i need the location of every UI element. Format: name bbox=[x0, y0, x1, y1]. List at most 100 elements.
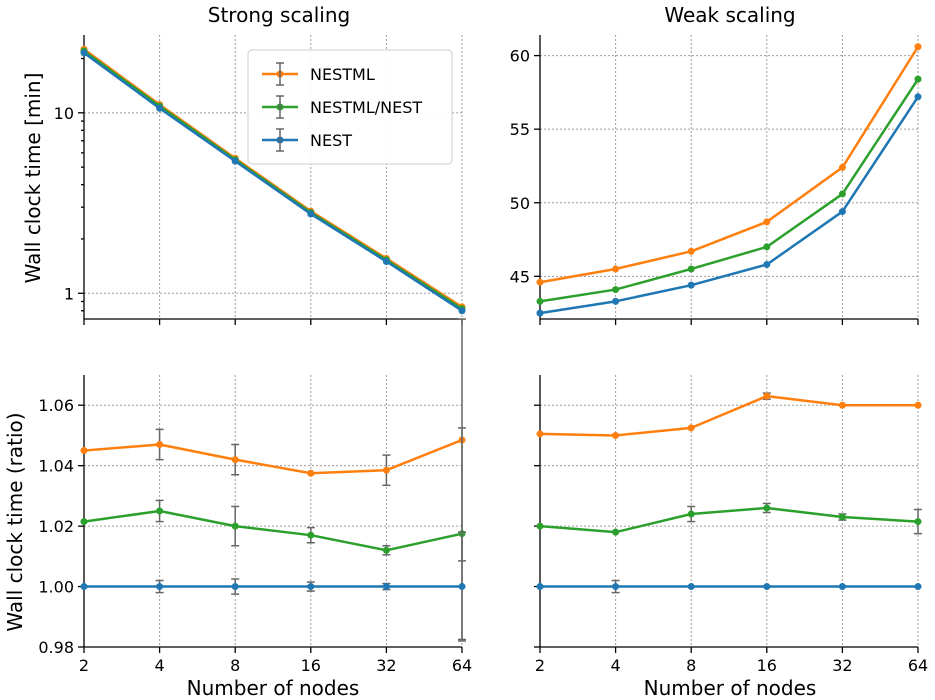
grid-layer bbox=[83, 375, 463, 648]
panel-title-strong-scaling: Strong scaling bbox=[208, 3, 350, 27]
y-tick-label: 0.98 bbox=[38, 638, 74, 657]
data-point-nestml-nest bbox=[763, 504, 771, 512]
tick-label-layer: 2 4 8 16 32 64 bbox=[535, 656, 928, 675]
data-point-nest bbox=[838, 208, 846, 216]
data-point-nestml bbox=[231, 456, 239, 464]
data-point-nestml-nest bbox=[838, 513, 846, 521]
panel-weak-ratio: Number of nodes 2 4 8 16 32 64 bbox=[534, 375, 928, 700]
x-tick-label: 2 bbox=[535, 656, 545, 675]
panel-strong-scaling: Strong scaling Wall clock time [min] 1 10… bbox=[21, 3, 466, 325]
panel-strong-ratio: Wall clock time (ratio) Number of nodes … bbox=[3, 318, 472, 700]
tick-label-layer: 1 10 bbox=[54, 104, 74, 303]
data-point-nestml-nest bbox=[687, 510, 695, 518]
data-point-nestml-nest bbox=[612, 286, 620, 294]
data-point-nestml-nest bbox=[156, 507, 164, 515]
y-axis-label-time-ratio: Wall clock time (ratio) bbox=[3, 412, 27, 631]
data-point-nest bbox=[763, 261, 771, 269]
x-tick-label: 8 bbox=[686, 656, 696, 675]
legend-label-nestml-nest: NESTML/NEST bbox=[310, 98, 422, 117]
data-point-nest bbox=[382, 583, 390, 591]
data-point-nest bbox=[914, 93, 922, 101]
y-tick-label: 10 bbox=[54, 104, 74, 123]
data-point-nestml bbox=[307, 469, 315, 477]
data-point-nestml bbox=[763, 392, 771, 400]
data-point-nest bbox=[80, 49, 88, 57]
legend-label-nestml: NESTML bbox=[310, 65, 375, 84]
x-tick-label: 16 bbox=[301, 656, 321, 675]
axis-layer bbox=[78, 375, 463, 653]
data-point-nestml bbox=[80, 447, 88, 455]
series-layer bbox=[536, 392, 922, 594]
data-point-nest bbox=[612, 583, 620, 591]
series-line-nestml bbox=[539, 46, 920, 284]
data-point-nestml bbox=[382, 466, 390, 474]
data-point-nestml-nest bbox=[763, 243, 771, 251]
legend-label-nest: NEST bbox=[310, 131, 352, 150]
data-point-nestml bbox=[914, 43, 922, 51]
x-axis-label-nodes-left: Number of nodes bbox=[187, 676, 360, 700]
data-point-nest bbox=[156, 104, 164, 112]
y-tick-label: 1.06 bbox=[38, 396, 74, 415]
data-point-nestml bbox=[838, 163, 846, 171]
tick-label-layer: 45 50 55 60 bbox=[510, 47, 530, 287]
data-point-nest bbox=[612, 297, 620, 305]
data-point-nestml bbox=[612, 431, 620, 439]
data-point-nestml bbox=[763, 218, 771, 226]
data-point-nestml bbox=[536, 278, 544, 286]
data-point-nest bbox=[687, 583, 695, 591]
x-axis-label-nodes-right: Number of nodes bbox=[644, 676, 817, 700]
y-tick-label: 55 bbox=[510, 120, 530, 139]
series-layer bbox=[80, 318, 466, 642]
legend: NESTML NESTML/NEST NEST bbox=[247, 49, 453, 165]
data-point-nestml-nest bbox=[80, 518, 88, 526]
data-point-nestml-nest bbox=[231, 522, 239, 530]
data-point-nest bbox=[156, 583, 164, 591]
y-tick-label: 1 bbox=[64, 284, 74, 303]
data-point-nestml bbox=[536, 430, 544, 438]
data-point-nestml-nest bbox=[914, 75, 922, 83]
y-tick-label: 50 bbox=[510, 194, 530, 213]
panel-title-weak-scaling: Weak scaling bbox=[664, 3, 795, 27]
series-line-nestml-nest bbox=[539, 78, 920, 303]
data-point-nest bbox=[914, 583, 922, 591]
series-line-nest bbox=[539, 96, 920, 315]
data-point-nestml-nest bbox=[536, 522, 544, 530]
axis-layer bbox=[534, 35, 919, 325]
series-line-nestml-nest bbox=[539, 506, 919, 534]
data-point-nestml-nest bbox=[914, 518, 922, 526]
data-point-nestml-nest bbox=[382, 546, 390, 554]
data-point-nest bbox=[231, 583, 239, 591]
data-point-nest bbox=[307, 583, 315, 591]
data-point-nestml bbox=[156, 441, 164, 449]
data-point-nest bbox=[763, 583, 771, 591]
series-layer bbox=[80, 45, 466, 315]
x-tick-label: 8 bbox=[230, 656, 240, 675]
data-point-nestml-nest bbox=[838, 190, 846, 198]
data-point-nest bbox=[458, 583, 466, 591]
tick-label-layer: 2 4 8 16 32 64 0.98 1.00 1.02 1.04 1.06 bbox=[38, 396, 472, 675]
data-point-nest bbox=[382, 257, 390, 265]
grid-layer bbox=[539, 35, 919, 319]
series-line-nest bbox=[83, 51, 463, 312]
x-tick-label: 32 bbox=[376, 656, 396, 675]
data-point-nest bbox=[536, 583, 544, 591]
series-line-nestml-nest bbox=[83, 509, 463, 552]
y-axis-label-time-min: Wall clock time [min] bbox=[21, 73, 45, 284]
y-tick-label: 45 bbox=[510, 267, 530, 286]
x-tick-label: 64 bbox=[908, 656, 928, 675]
y-tick-label: 1.00 bbox=[38, 578, 74, 597]
series-line-nestml bbox=[83, 438, 463, 475]
data-point-nestml-nest bbox=[536, 297, 544, 305]
x-tick-label: 2 bbox=[79, 656, 89, 675]
axis-layer bbox=[534, 375, 919, 653]
data-point-nestml bbox=[687, 247, 695, 255]
panel-weak-scaling: Weak scaling 45 50 55 60 bbox=[510, 3, 922, 325]
data-point-nestml-nest bbox=[612, 528, 620, 536]
x-tick-label: 4 bbox=[155, 656, 165, 675]
x-tick-label: 32 bbox=[832, 656, 852, 675]
data-point-nestml-nest bbox=[307, 531, 315, 539]
legend-frame bbox=[247, 49, 453, 165]
data-point-nest bbox=[80, 583, 88, 591]
data-point-nest bbox=[838, 583, 846, 591]
